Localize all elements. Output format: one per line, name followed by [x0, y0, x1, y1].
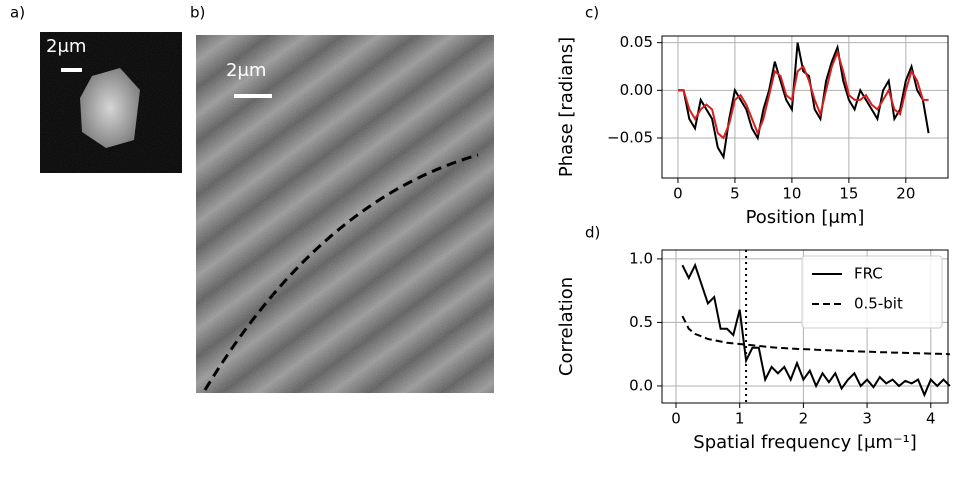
x-axis-label: Position [μm] [746, 207, 865, 228]
x-tick-label: 0 [673, 185, 683, 203]
y-tick-label: 0.5 [629, 313, 653, 331]
y-tick-label: 0.0 [629, 376, 653, 394]
y-tick-label: 1.0 [629, 249, 653, 267]
x-tick-label: 15 [839, 185, 858, 203]
y-axis-label: Phase [radians] [556, 37, 577, 177]
x-tick-label: 3 [862, 410, 872, 428]
legend-label: 0.5-bit [854, 295, 903, 313]
x-tick-label: 10 [782, 185, 801, 203]
profile-path [203, 153, 479, 391]
series-line [681, 315, 950, 356]
x-tick-label: 1 [735, 410, 745, 428]
panel-label: b) [190, 4, 205, 22]
axes-frame [661, 35, 949, 179]
axes-frame [661, 249, 949, 404]
x-tick-label: 20 [896, 185, 915, 203]
scale-label: 2μm [226, 60, 266, 81]
x-tick-label: 5 [730, 185, 740, 203]
image-noise [196, 35, 494, 393]
series-line [678, 49, 929, 140]
x-tick-label: 0 [671, 410, 681, 428]
x-tick-label: 4 [926, 410, 936, 428]
x-axis-label: Spatial frequency [μm⁻¹] [693, 432, 916, 453]
y-tick-label: 0.05 [620, 33, 653, 51]
scale-label: 2μm [46, 36, 86, 57]
panel-label: d) [585, 224, 600, 242]
panel-label: a) [10, 4, 25, 22]
series-line [681, 262, 951, 398]
legend-label: FRC [854, 265, 883, 283]
y-tick-label: 0.00 [620, 81, 653, 99]
y-tick-label: −0.05 [607, 128, 653, 146]
series-line [678, 42, 930, 160]
panel-label: c) [585, 4, 599, 22]
image-noise [40, 32, 182, 173]
x-tick-label: 2 [799, 410, 809, 428]
y-axis-label: Correlation [556, 277, 577, 376]
